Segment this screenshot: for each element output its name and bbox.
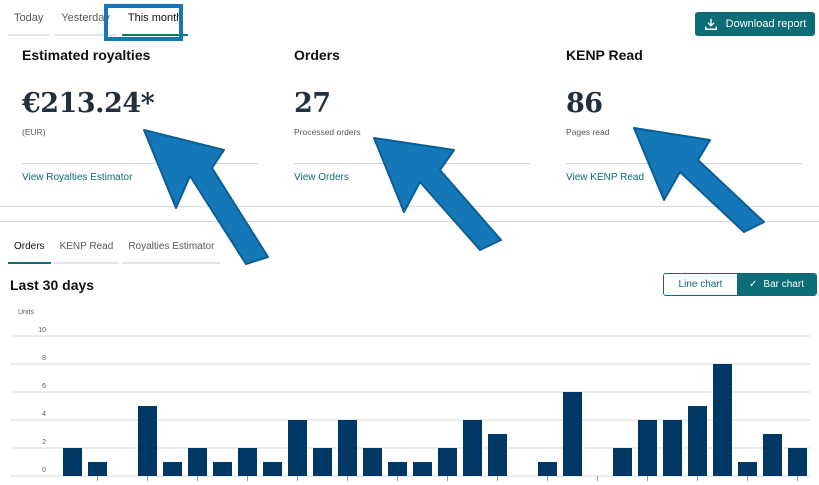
bar[interactable] <box>563 392 582 476</box>
y-tick-label: 0 <box>42 467 46 474</box>
bar[interactable] <box>138 406 157 476</box>
bar-chart-button[interactable]: ✓ Bar chart <box>737 274 816 295</box>
y-tick-label: 10 <box>38 327 46 334</box>
y-axis-label: Units <box>18 309 34 316</box>
tab-orders[interactable]: Orders <box>8 238 51 264</box>
metric-subtext: (EUR) <box>22 127 46 137</box>
bar[interactable] <box>363 448 382 476</box>
bar[interactable] <box>63 448 82 476</box>
view-orders-link[interactable]: View Orders <box>294 172 349 183</box>
divider <box>566 163 802 164</box>
checkmark-icon: ✓ <box>749 279 758 290</box>
bar[interactable] <box>88 462 107 476</box>
metric-kenp: KENP Read 86 Pages read View KENP Read <box>566 47 806 185</box>
bar[interactable] <box>213 462 232 476</box>
metric-title: Estimated royalties <box>22 47 151 63</box>
metric-value: €213.24* <box>22 88 155 119</box>
bar[interactable] <box>663 420 682 476</box>
line-chart-button[interactable]: Line chart <box>664 274 737 295</box>
metric-value: 27 <box>294 88 331 119</box>
bar[interactable] <box>713 364 732 476</box>
view-royalties-estimator-link[interactable]: View Royalties Estimator <box>22 172 133 183</box>
chart-tabs: Orders KENP Read Royalties Estimator <box>8 238 223 264</box>
bar[interactable] <box>413 462 432 476</box>
period-tabs: Today Yesterday This month <box>8 8 194 36</box>
download-report-label: Download report <box>725 18 807 30</box>
bar[interactable] <box>263 462 282 476</box>
bar[interactable] <box>538 462 557 476</box>
divider <box>294 163 530 164</box>
view-kenp-read-link[interactable]: View KENP Read <box>566 172 645 183</box>
bar[interactable] <box>238 448 257 476</box>
metric-subtext: Processed orders <box>294 127 361 137</box>
metric-royalties: Estimated royalties €213.24* (EUR) View … <box>22 47 262 185</box>
section-divider <box>0 221 819 222</box>
bar[interactable] <box>463 420 482 476</box>
bar[interactable] <box>638 420 657 476</box>
download-icon <box>704 18 717 30</box>
orders-bar-chart: Units 0 2 4 6 8 10 <box>10 309 810 481</box>
download-report-button[interactable]: Download report <box>695 12 815 36</box>
metric-title: Orders <box>294 47 340 63</box>
annotation-highlight-box <box>104 4 183 41</box>
metric-value: 86 <box>566 88 603 119</box>
tab-kenp-read[interactable]: KENP Read <box>53 238 120 264</box>
bar[interactable] <box>313 448 332 476</box>
bar[interactable] <box>188 448 207 476</box>
tab-today[interactable]: Today <box>8 8 50 36</box>
metric-subtext: Pages read <box>566 127 610 137</box>
bar[interactable] <box>613 448 632 476</box>
bar[interactable] <box>688 406 707 476</box>
bar[interactable] <box>788 448 807 476</box>
bar[interactable] <box>163 462 182 476</box>
section-divider <box>0 206 819 207</box>
y-tick-label: 4 <box>42 411 46 418</box>
bar-chart-label: Bar chart <box>763 279 804 290</box>
tab-royalties-estimator[interactable]: Royalties Estimator <box>122 238 221 264</box>
tab-yesterday[interactable]: Yesterday <box>55 8 116 36</box>
y-tick-label: 6 <box>42 383 46 390</box>
bar[interactable] <box>338 420 357 476</box>
metric-title: KENP Read <box>566 47 643 63</box>
line-chart-label: Line chart <box>678 279 723 290</box>
y-tick-label: 2 <box>42 439 46 446</box>
tab-this-month[interactable]: This month <box>121 8 189 36</box>
bar[interactable] <box>288 420 307 476</box>
bar[interactable] <box>438 448 457 476</box>
bar[interactable] <box>763 434 782 476</box>
bar[interactable] <box>388 462 407 476</box>
section-title: Last 30 days <box>10 277 95 293</box>
chart-type-toggle: Line chart ✓ Bar chart <box>663 273 817 296</box>
metric-orders: Orders 27 Processed orders View Orders <box>294 47 534 185</box>
y-tick-label: 8 <box>42 355 46 362</box>
divider <box>22 163 258 164</box>
bar[interactable] <box>488 434 507 476</box>
bar[interactable] <box>738 462 757 476</box>
